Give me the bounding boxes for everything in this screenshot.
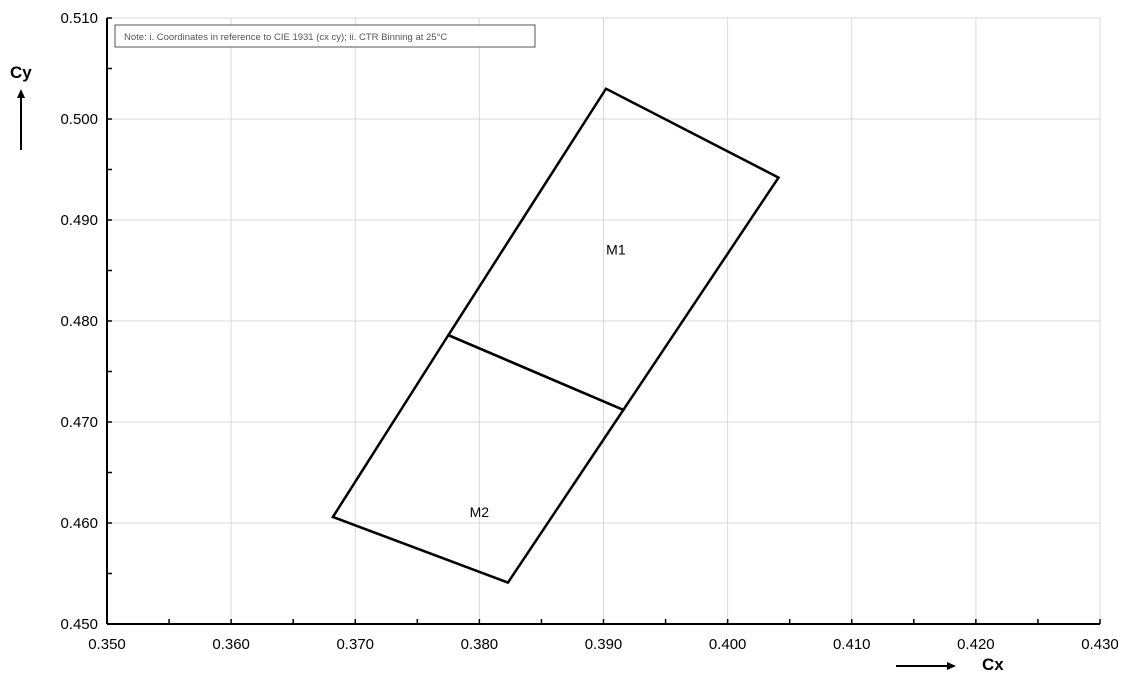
x-tick-label: 0.370 bbox=[336, 636, 374, 653]
x-tick-label: 0.420 bbox=[957, 636, 995, 653]
y-tick-label: 0.480 bbox=[60, 313, 98, 330]
y-axis-title: Cy bbox=[10, 63, 32, 82]
y-tick-label: 0.510 bbox=[60, 10, 98, 27]
tick-labels: 0.350 0.360 0.370 0.380 0.390 0.400 0.410 0.420… bbox=[60, 10, 1118, 653]
y-tick-label: 0.470 bbox=[60, 414, 98, 431]
note-box: Note: i. Coordinates in reference to CIE… bbox=[114, 24, 536, 48]
x-tick-label: 0.390 bbox=[585, 636, 623, 653]
axes bbox=[106, 17, 1101, 625]
x-tick-label: 0.350 bbox=[88, 636, 126, 653]
x-tick-label: 0.380 bbox=[461, 636, 499, 653]
y-tick-label: 0.450 bbox=[60, 616, 98, 633]
x-tick-label: 0.400 bbox=[709, 636, 747, 653]
x-tick-label: 0.360 bbox=[212, 636, 250, 653]
y-tick-label: 0.500 bbox=[60, 111, 98, 128]
x-axis-title: Cx bbox=[982, 655, 1004, 673]
y-axis-arrow-head bbox=[17, 89, 25, 98]
region-label-m2: M2 bbox=[470, 504, 490, 520]
x-tick-label: 0.410 bbox=[833, 636, 871, 653]
note-text: Note: i. Coordinates in reference to CIE… bbox=[124, 32, 447, 43]
x-tick-label: 0.430 bbox=[1081, 636, 1119, 653]
region-label-m1: M1 bbox=[606, 241, 626, 257]
x-axis-arrow-head bbox=[947, 662, 956, 670]
y-axis-title-group: Cy bbox=[10, 63, 32, 150]
region-m2 bbox=[331, 333, 626, 585]
grid bbox=[107, 17, 1101, 624]
y-tick-label: 0.490 bbox=[60, 212, 98, 229]
x-axis-title-group: Cx bbox=[896, 655, 1004, 673]
y-tick-label: 0.460 bbox=[60, 515, 98, 532]
region-labels: M1 M2 bbox=[470, 241, 626, 520]
bin-regions bbox=[331, 87, 781, 585]
